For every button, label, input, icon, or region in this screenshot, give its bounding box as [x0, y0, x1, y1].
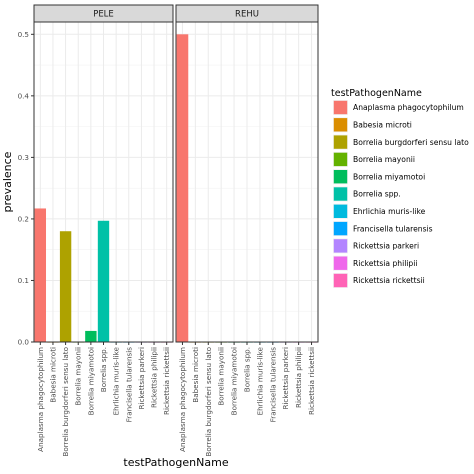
legend-title: testPathogenName [331, 88, 422, 99]
legend-swatch [333, 256, 348, 270]
x-tick-label: Rickettsia philipii [150, 347, 159, 408]
x-tick-label: Borrelia burgdorferi sensu lato [61, 347, 70, 457]
legend-label: Borrelia miyamotoi [353, 172, 425, 181]
x-tick-label: Anaplasma phagocytophilum [36, 347, 45, 452]
legend-swatch [333, 152, 348, 167]
y-axis-title: prevalence [1, 151, 14, 212]
legend-label: Babesia microti [353, 121, 412, 130]
y-tick-label: 0.4 [18, 91, 30, 100]
legend-label: Rickettsia philipii [353, 259, 417, 268]
x-tick-label: Borrelia burgdorferi sensu lato [204, 347, 213, 457]
x-tick-label: Francisella tularensis [124, 347, 133, 423]
legend-swatch [333, 135, 348, 149]
bar-pele-borrelia-miyamotoi [85, 330, 97, 342]
x-tick-label: Borrelia mayonii [217, 347, 226, 406]
x-tick-label: Rickettsia parkeri [281, 347, 290, 410]
strip-background [175, 4, 319, 23]
bar-pele-borrelia-burgdorferi-sensu-lato [59, 231, 72, 342]
y-tick-label: 0.2 [18, 215, 29, 224]
y-axis: 0.0 0.1 0.2 0.3 0.4 0.5 [18, 30, 34, 347]
strip-label-pele: PELE [93, 10, 114, 20]
x-tick-label: Borrelia miyamotoi [86, 347, 95, 415]
legend-label: Rickettsia rickettsii [353, 276, 425, 285]
legend-swatch [333, 239, 348, 253]
legend-label: Anaplasma phagocytophilum [353, 103, 464, 112]
legend-swatch [333, 100, 348, 115]
x-tick-label: Borrelia spp. [243, 347, 252, 392]
legend-swatch [333, 221, 348, 236]
y-tick-label: 0.1 [18, 276, 29, 285]
legend-swatch [333, 273, 348, 288]
x-tick-label: Rickettsia philipii [294, 347, 303, 408]
x-tick-label: Anaplasma phagocytophilum [178, 347, 187, 452]
legend-swatch [333, 187, 348, 201]
y-tick-label: 0.5 [18, 30, 29, 39]
x-axis-title: testPathogenName [123, 456, 228, 469]
bar-pele-borrelia-spp- [97, 220, 110, 342]
x-tick-label: Ehrlichia muris-like [112, 346, 121, 415]
y-tick-label: 0.0 [18, 338, 30, 347]
legend: testPathogenName Anaplasma phagocytophil… [331, 88, 469, 288]
x-tick-label: Rickettsia rickettsii [307, 347, 316, 415]
legend-swatch [333, 170, 348, 184]
y-tick-label: 0.3 [18, 153, 29, 162]
legend-label: Borrelia burgdorferi sensu lato [353, 138, 469, 147]
x-tick-label: Rickettsia rickettsii [162, 347, 171, 415]
legend-swatch [333, 118, 348, 132]
strip-background [33, 4, 174, 23]
facet-panel-pele: PELE Anaplasma phagocytophilum Babesia mic… [33, 4, 174, 457]
x-tick-label: Borrelia mayonii [74, 347, 83, 406]
bar-pele-anaplasma-phagocytophilum [34, 208, 47, 342]
x-tick-label: Borrelia spp. [99, 347, 108, 392]
legend-swatch [333, 204, 348, 218]
x-tick-label: Ehrlichia muris-like [255, 346, 264, 415]
x-tick-label: Rickettsia parkeri [137, 347, 146, 410]
strip-label-rehu: REHU [235, 10, 259, 20]
facet-panel-rehu: REHU Anaplasma phagocytophilum Babesia mic… [175, 4, 319, 457]
x-tick-label: Borrelia miyamotoi [230, 347, 239, 415]
bar-rehu-anaplasma-phagocytophilum [176, 34, 189, 343]
legend-label: Borrelia spp. [353, 190, 401, 199]
x-tick-label: Francisella tularensis [268, 347, 277, 423]
legend-label: Francisella tularensis [353, 224, 433, 233]
x-tick-label: Babesia microti [48, 347, 57, 403]
x-tick-label: Babesia microti [191, 347, 200, 403]
legend-label: Ehrlichia muris-like [353, 207, 426, 216]
legend-label: Rickettsia parkeri [353, 242, 419, 251]
legend-label: Borrelia mayonii [353, 155, 415, 164]
